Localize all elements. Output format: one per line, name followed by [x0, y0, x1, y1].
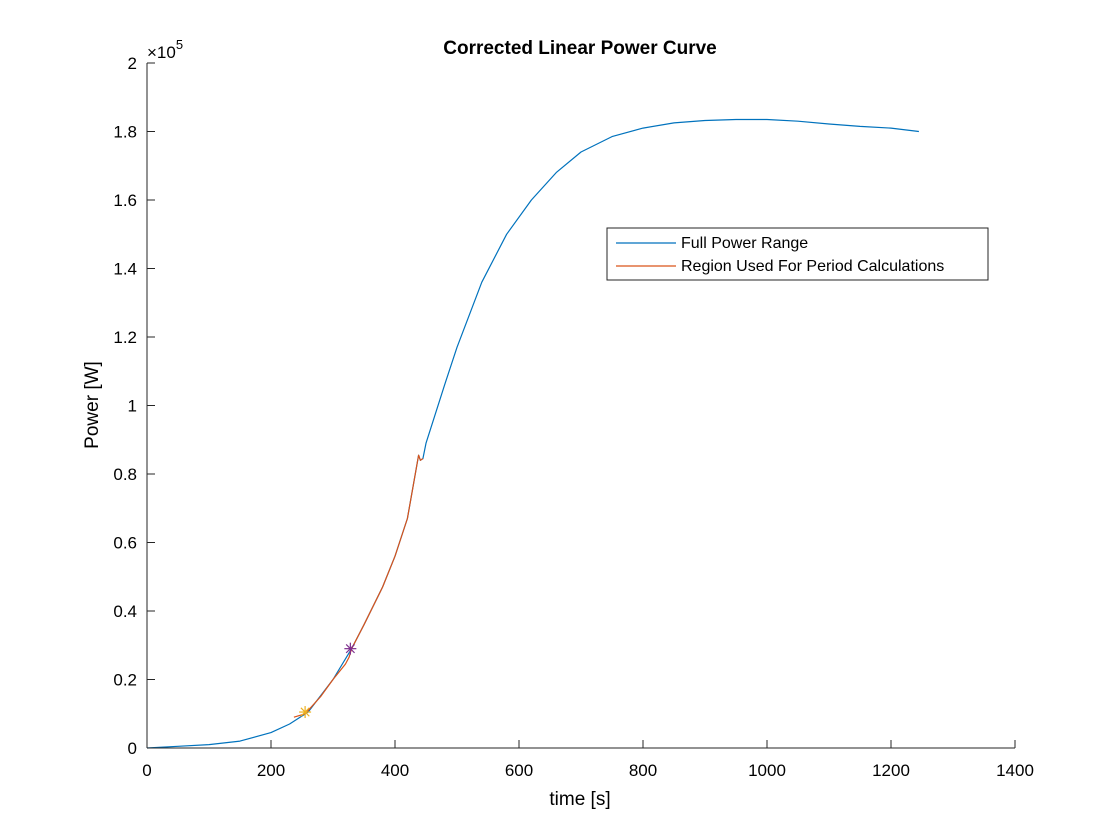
legend-label-full-power-range: Full Power Range — [681, 235, 808, 252]
y-tick-label: 0 — [128, 739, 137, 758]
x-ticks: 0 200 400 600 800 1000 1200 1400 — [142, 740, 1034, 780]
y-tick-label: 1.8 — [113, 123, 137, 142]
x-tick-label: 0 — [142, 761, 151, 780]
chart-title: Corrected Linear Power Curve — [443, 38, 716, 59]
y-axis-label: Power [W] — [82, 361, 103, 449]
series-layer — [146, 118, 919, 749]
x-tick-label: 1400 — [996, 761, 1034, 780]
marker-asterisk-0 — [299, 706, 312, 719]
plot-area — [147, 63, 1015, 748]
x-tick-label: 600 — [505, 761, 533, 780]
y-tick-label: 0.2 — [113, 671, 137, 690]
x-tick-label: 400 — [381, 761, 409, 780]
y-tick-label: 2 — [128, 54, 137, 73]
y-tick-label: 1 — [128, 397, 137, 416]
marker-layer — [299, 642, 357, 719]
legend-label-region-used: Region Used For Period Calculations — [681, 258, 944, 275]
series-line-1 — [293, 454, 424, 718]
y-tick-label: 1.6 — [113, 191, 137, 210]
x-tick-label: 1000 — [748, 761, 786, 780]
x-tick-label: 200 — [257, 761, 285, 780]
y-multiplier-label: ×105 — [147, 37, 183, 62]
y-multiplier-base: ×10 — [147, 43, 176, 62]
y-tick-label: 0.8 — [113, 465, 137, 484]
x-tick-label: 1200 — [872, 761, 910, 780]
legend: Full Power Range Region Used For Period … — [606, 227, 989, 281]
y-tick-label: 1.2 — [113, 328, 137, 347]
legend-box — [606, 227, 989, 281]
x-tick-label: 800 — [629, 761, 657, 780]
y-tick-label: 0.4 — [113, 602, 137, 621]
y-ticks: 0 0.2 0.4 0.6 0.8 1 1.2 1.4 1.6 1.8 2 — [113, 54, 155, 758]
y-multiplier-exponent: 5 — [176, 37, 183, 52]
y-tick-label: 0.6 — [113, 534, 137, 553]
marker-asterisk-1 — [344, 642, 357, 655]
x-axis-label: time [s] — [549, 789, 610, 810]
series-line-0 — [146, 118, 919, 749]
y-tick-label: 1.4 — [113, 260, 137, 279]
